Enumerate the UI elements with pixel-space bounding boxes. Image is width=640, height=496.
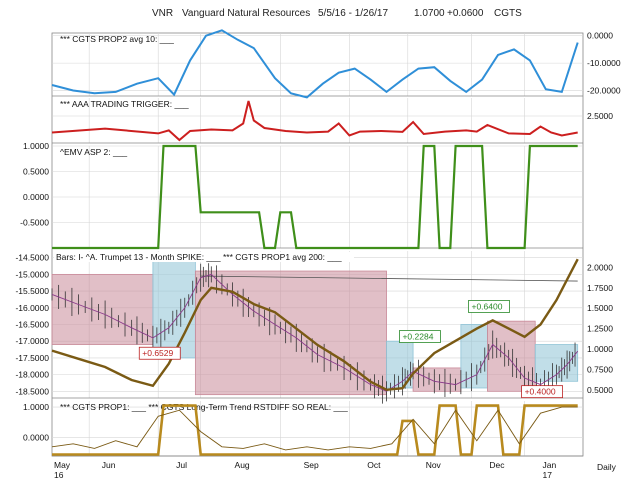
- chart-header: VNR Vanguard Natural Resources 5/5/16 - …: [0, 8, 640, 22]
- header-name: Vanguard Natural Resources: [182, 8, 311, 19]
- header-symbol: VNR: [152, 8, 174, 19]
- x-tick-label: Jun: [102, 460, 116, 470]
- x-tick-label: Jul: [176, 460, 187, 470]
- annotation-box: [521, 385, 563, 399]
- right-tick-label: 2.0000: [587, 262, 613, 272]
- y-tick-label: -18.5000: [15, 386, 49, 396]
- y-tick-label: -20.0000: [587, 86, 621, 96]
- y-tick-label: -14.5000: [15, 253, 49, 263]
- y-tick-label: -17.5000: [15, 353, 49, 363]
- x-tick-label: Sep: [304, 460, 319, 470]
- period-label: Daily: [597, 462, 617, 472]
- header-date-range: 5/5/16 - 1/26/17: [318, 8, 389, 19]
- series-line-prop2: [51, 29, 579, 99]
- x-tick-label: Jan: [543, 460, 557, 470]
- y-tick-label: 2.5000: [587, 111, 613, 121]
- right-tick-label: 1.5000: [587, 303, 613, 313]
- header-price: 1.0700: [414, 8, 445, 19]
- y-tick-label: -16.5000: [15, 320, 49, 330]
- right-tick-label: 0.7500: [587, 364, 613, 374]
- annotation-label: +0.6529: [142, 348, 173, 358]
- y-tick-label: 0.0000: [23, 433, 49, 443]
- series-line-price: [51, 273, 579, 392]
- series-line-prop1: [51, 406, 578, 451]
- y-tick-label: -17.0000: [15, 336, 49, 346]
- y-tick-label: -0.5000: [20, 218, 49, 228]
- panel-title: *** CGTS PROP1: ___ *** CGTS Long-Term T…: [60, 402, 348, 412]
- right-tick-label: 0.5000: [587, 385, 613, 395]
- highlight-box: [412, 367, 462, 392]
- reference-line: [200, 275, 578, 282]
- x-year-label: 17: [543, 470, 553, 480]
- x-tick-label: Aug: [235, 460, 250, 470]
- x-year-label: 16: [54, 470, 64, 480]
- panel-title: ^EMV ASP 2: ___: [60, 147, 127, 157]
- series-line-prop1-avg: [51, 258, 579, 392]
- y-tick-label: -18.0000: [15, 370, 49, 380]
- x-tick-label: Dec: [489, 460, 505, 470]
- x-tick-label: Oct: [367, 460, 381, 470]
- header-study: CGTS: [494, 8, 522, 19]
- right-tick-label: 1.7500: [587, 283, 613, 293]
- y-tick-label: -15.5000: [15, 286, 49, 296]
- y-tick-label: -10.0000: [587, 58, 621, 68]
- series-line-longterm: [52, 404, 578, 456]
- annotation-label: +0.2284: [402, 332, 433, 342]
- highlight-box: [51, 273, 154, 345]
- y-tick-label: 1.0000: [23, 141, 49, 151]
- panel-title: *** CGTS PROP2 avg 10: ___: [60, 34, 174, 44]
- annotation-label: +0.4000: [525, 387, 556, 397]
- header-change: +0.0600: [447, 8, 484, 19]
- x-tick-label: May: [54, 460, 71, 470]
- annotation-box: [399, 330, 441, 343]
- highlight-box: [460, 324, 488, 389]
- highlight-box: [152, 260, 196, 359]
- series-line-emv: [52, 144, 578, 250]
- panel-title-bg: [54, 252, 354, 262]
- x-tick-label: Nov: [426, 460, 442, 470]
- y-tick-label: 0.0000: [23, 192, 49, 202]
- panel-title: Bars: I- ^A. Trumpet 13 - Month SPIKE: _…: [56, 252, 342, 262]
- annotation-box: [468, 300, 510, 313]
- right-tick-label: 1.0000: [587, 344, 613, 354]
- annotation-box: [138, 346, 181, 360]
- y-tick-label: 1.0000: [23, 402, 49, 412]
- panel-title: *** AAA TRADING TRIGGER: ___: [60, 99, 189, 109]
- y-tick-label: -16.0000: [15, 303, 49, 313]
- y-tick-label: 0.5000: [23, 167, 49, 177]
- highlight-box: [487, 320, 536, 392]
- y-tick-label: 0.0000: [587, 31, 613, 41]
- series-line-trigger: [51, 100, 578, 142]
- right-tick-label: 1.2500: [587, 324, 613, 334]
- y-tick-label: -15.0000: [15, 269, 49, 279]
- annotation-label: +0.6400: [471, 301, 502, 311]
